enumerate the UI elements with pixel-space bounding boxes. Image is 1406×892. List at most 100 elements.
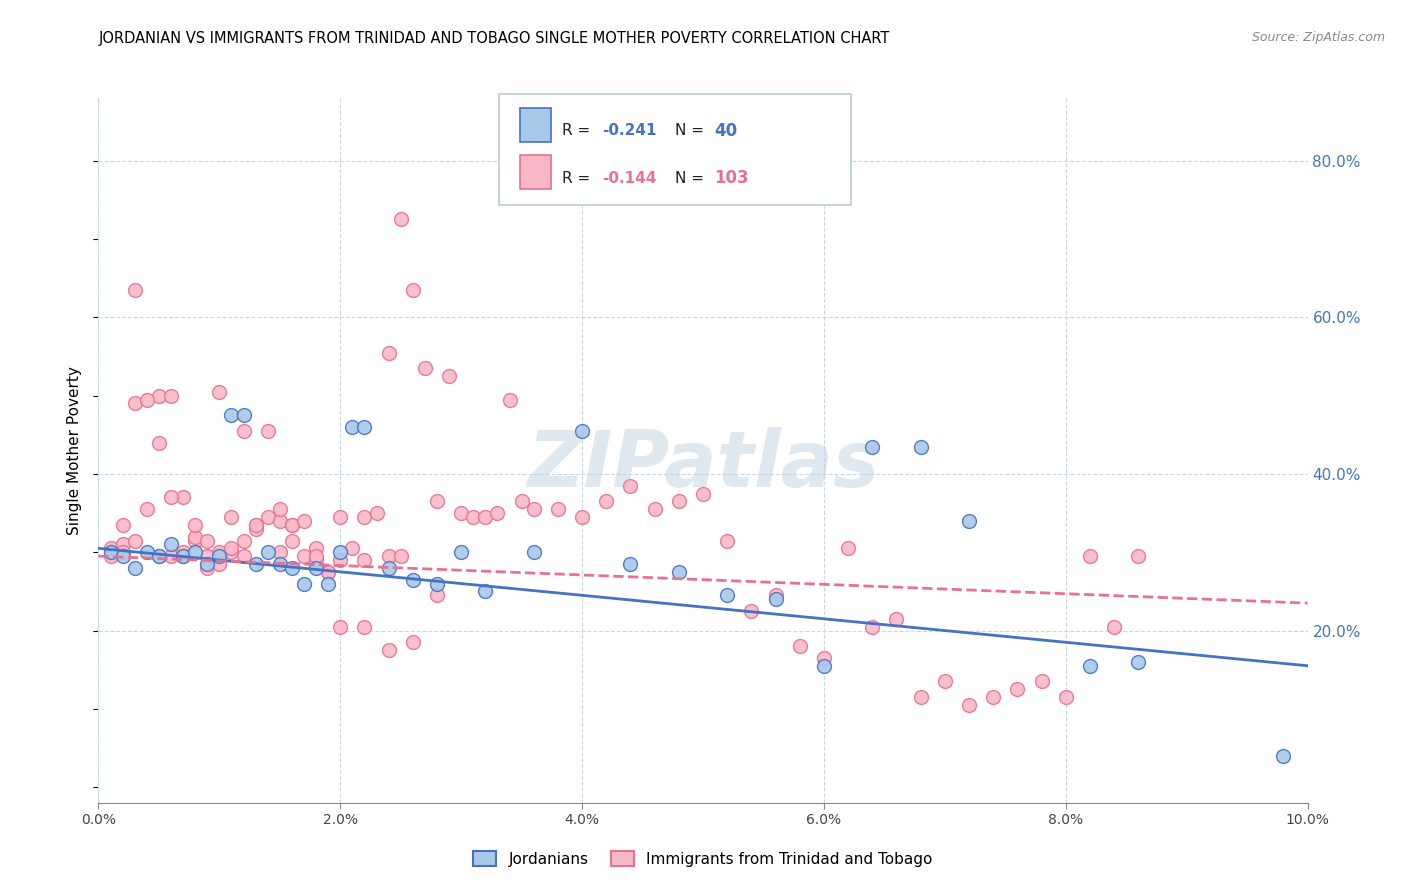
Point [160, 549, 183, 564]
Point [111, 537, 134, 551]
Point [195, 557, 218, 571]
Point [426, 588, 449, 602]
Point [281, 517, 304, 532]
Point [195, 561, 218, 575]
Point [437, 369, 460, 384]
Point [1078, 549, 1101, 564]
Point [305, 561, 328, 575]
Point [111, 517, 134, 532]
Point [172, 549, 194, 564]
Text: ZIPatlas: ZIPatlas [527, 426, 879, 502]
Point [910, 440, 932, 454]
Point [716, 588, 738, 602]
Point [342, 541, 364, 556]
Point [740, 604, 762, 618]
Text: N =: N = [675, 170, 709, 186]
Point [1031, 674, 1053, 689]
Point [316, 565, 339, 579]
Point [486, 506, 509, 520]
Point [232, 424, 254, 438]
Point [269, 557, 291, 571]
Point [1054, 690, 1077, 705]
Point [571, 510, 593, 524]
Point [981, 690, 1004, 705]
Point [1128, 655, 1150, 669]
Point [837, 541, 859, 556]
Point [498, 392, 520, 407]
Point [305, 553, 328, 567]
Point [523, 502, 546, 516]
Point [172, 549, 194, 564]
Y-axis label: Single Mother Poverty: Single Mother Poverty [67, 366, 83, 535]
Point [910, 690, 932, 705]
Point [232, 409, 254, 423]
Point [135, 545, 157, 559]
Point [1007, 682, 1029, 697]
Point [353, 553, 375, 567]
Point [510, 494, 533, 508]
Point [256, 510, 278, 524]
Point [1078, 658, 1101, 673]
Point [305, 549, 328, 564]
Text: 103: 103 [714, 169, 749, 187]
Point [256, 545, 278, 559]
Point [245, 517, 267, 532]
Point [402, 635, 425, 649]
Point [208, 549, 231, 564]
Point [292, 576, 315, 591]
Point [353, 510, 375, 524]
Point [100, 545, 122, 559]
Point [886, 612, 908, 626]
Point [523, 545, 546, 559]
Point [377, 549, 399, 564]
Point [329, 510, 352, 524]
Point [377, 345, 399, 359]
Legend: Jordanians, Immigrants from Trinidad and Tobago: Jordanians, Immigrants from Trinidad and… [467, 845, 939, 872]
Point [329, 553, 352, 567]
Point [292, 514, 315, 528]
Point [245, 517, 267, 532]
Point [1272, 748, 1295, 763]
Point [474, 584, 496, 599]
Point [184, 545, 207, 559]
Point [426, 576, 449, 591]
Point [716, 533, 738, 548]
Point [692, 486, 714, 500]
Point [269, 545, 291, 559]
Point [389, 549, 412, 564]
Point [148, 435, 170, 450]
Text: 40: 40 [714, 122, 737, 140]
Point [450, 545, 472, 559]
Point [124, 283, 146, 297]
Point [245, 557, 267, 571]
Point [860, 440, 883, 454]
Point [221, 409, 243, 423]
Point [221, 510, 243, 524]
Point [281, 533, 304, 548]
Text: Source: ZipAtlas.com: Source: ZipAtlas.com [1251, 31, 1385, 45]
Point [208, 545, 231, 559]
Point [269, 502, 291, 516]
Point [160, 491, 183, 505]
Point [957, 514, 980, 528]
Point [413, 361, 436, 376]
Point [148, 549, 170, 564]
Point [813, 658, 835, 673]
Point [668, 494, 690, 508]
Point [281, 561, 304, 575]
Point [232, 533, 254, 548]
Point [135, 392, 157, 407]
Point [329, 545, 352, 559]
Point [172, 491, 194, 505]
Text: -0.144: -0.144 [602, 170, 657, 186]
Point [353, 620, 375, 634]
Point [292, 549, 315, 564]
Point [148, 389, 170, 403]
Text: R =: R = [562, 123, 596, 138]
Point [813, 651, 835, 665]
Point [389, 212, 412, 227]
Point [232, 549, 254, 564]
Point [160, 389, 183, 403]
Point [281, 517, 304, 532]
Point [208, 384, 231, 399]
